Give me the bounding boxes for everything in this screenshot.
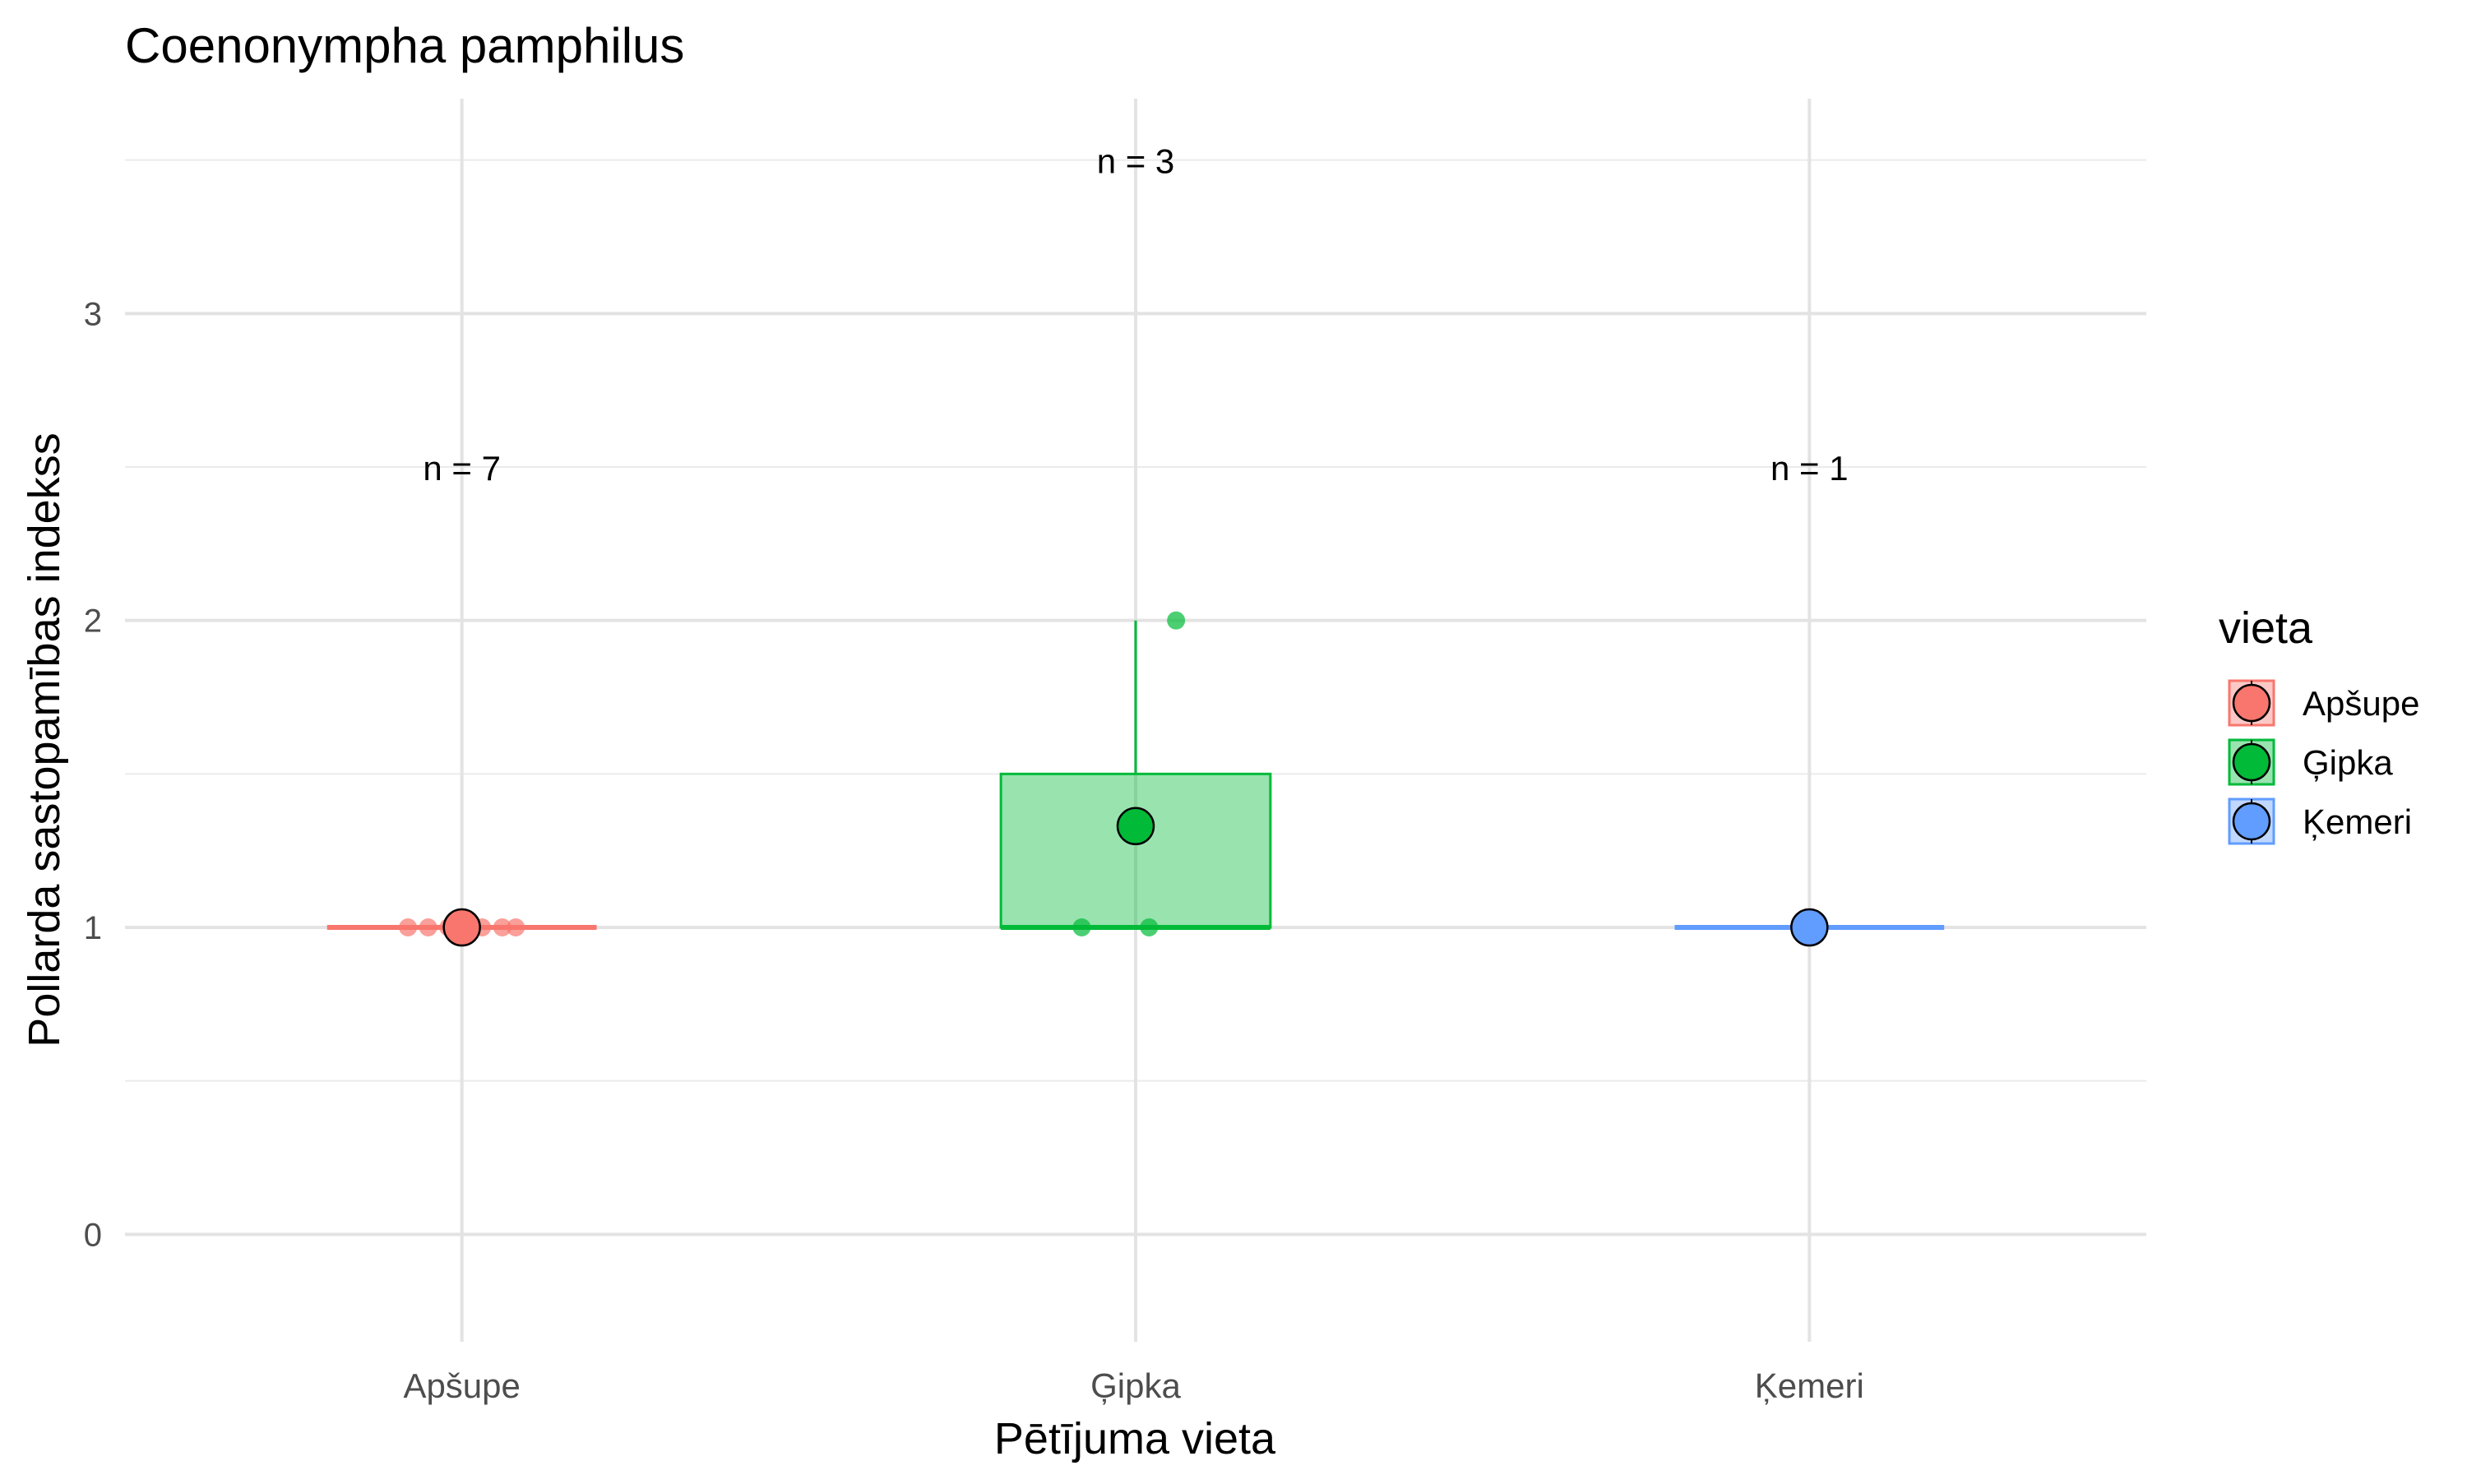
n-label: n = 7	[423, 449, 501, 488]
data-point	[493, 918, 511, 936]
x-tick-label: Ķemeri	[1755, 1366, 1864, 1405]
legend-label: Ķemeri	[2303, 802, 2412, 841]
n-labels: n = 7 n = 3 n = 1	[423, 142, 1848, 488]
legend-title: vieta	[2219, 603, 2313, 653]
mean-point	[1116, 807, 1155, 846]
legend-key-point	[2232, 683, 2271, 723]
data-point	[399, 918, 418, 936]
n-label: n = 1	[1770, 449, 1849, 488]
mean-point	[442, 908, 481, 947]
means	[442, 807, 1829, 947]
legend-label: Apšupe	[2303, 684, 2419, 723]
legend: vieta Apšupe Ģipka Ķemeri	[2219, 603, 2419, 845]
x-tick-label: Ģipka	[1090, 1366, 1181, 1405]
data-point	[507, 918, 525, 936]
legend-key-point	[2232, 802, 2271, 841]
box	[999, 772, 1272, 929]
data-point	[1167, 611, 1186, 630]
y-tick-label: 0	[84, 1217, 102, 1253]
tick-labels: 0 1 2 3 Apšupe Ģipka Ķemeri	[84, 296, 1864, 1405]
data-point	[1140, 918, 1159, 936]
data-point	[419, 918, 437, 936]
y-axis-label: Pollarda sastopamības indekss	[20, 432, 69, 1047]
legend-label: Ģipka	[2303, 743, 2393, 782]
x-axis-label: Pētījuma vieta	[994, 1414, 1276, 1463]
x-tick-label: Apšupe	[403, 1366, 520, 1405]
y-tick-label: 1	[84, 910, 102, 946]
n-label: n = 3	[1097, 142, 1175, 181]
legend-key-point	[2232, 742, 2271, 782]
mean-point	[1790, 908, 1829, 947]
y-tick-label: 3	[84, 296, 102, 332]
data-point	[1072, 918, 1091, 936]
y-tick-label: 2	[84, 603, 102, 640]
boxes	[326, 620, 1945, 930]
chart-title: Coenonympha pamphilus	[125, 18, 684, 73]
